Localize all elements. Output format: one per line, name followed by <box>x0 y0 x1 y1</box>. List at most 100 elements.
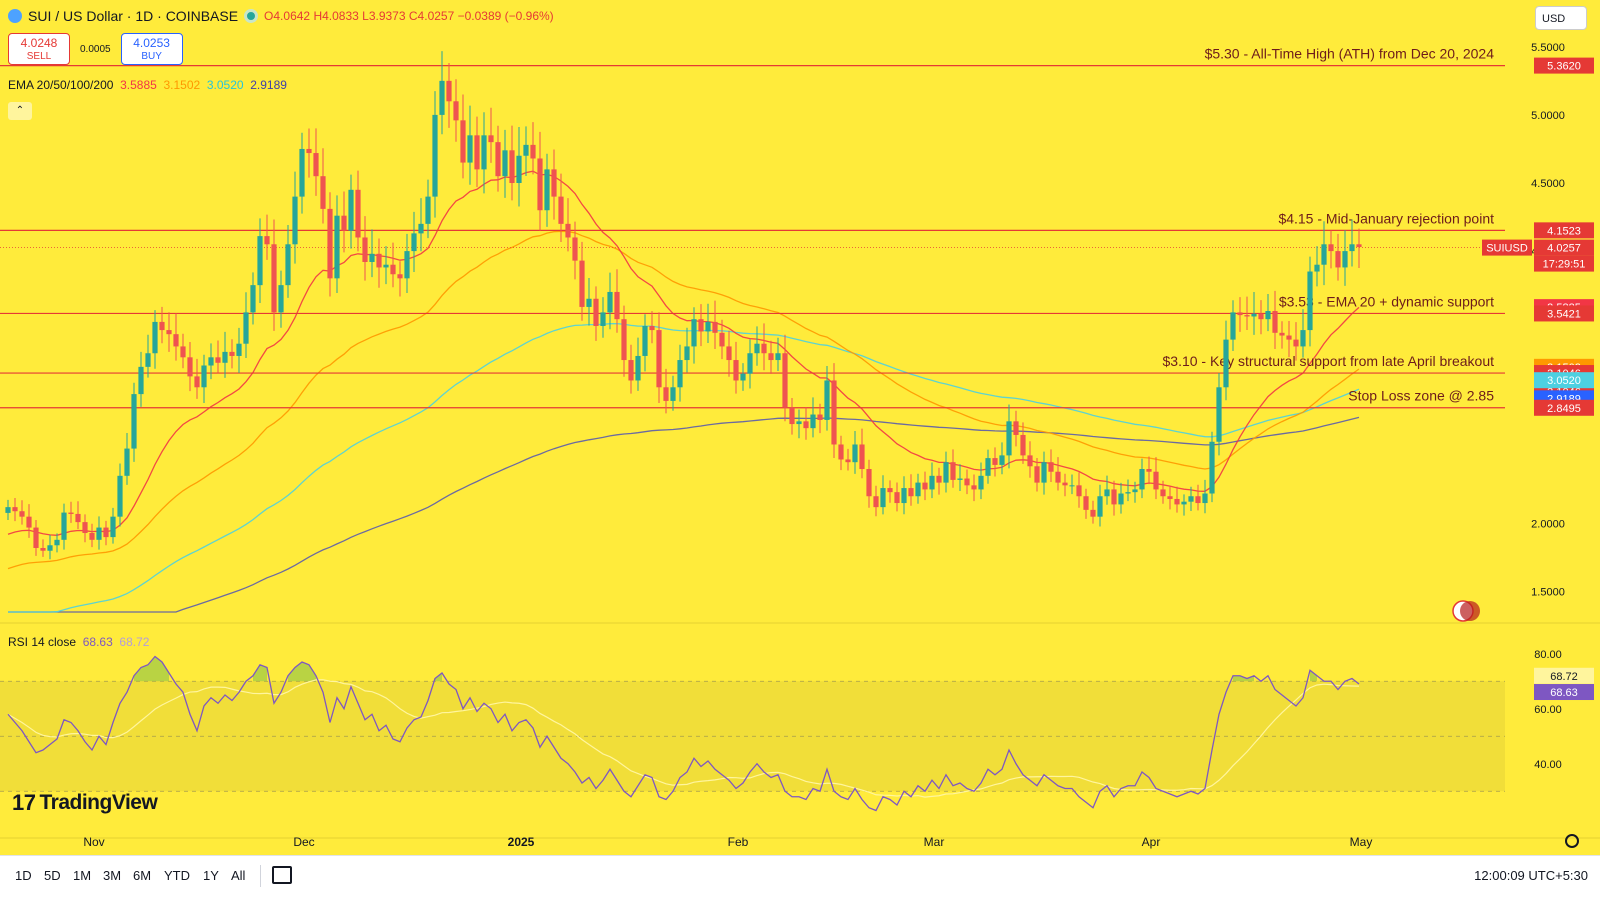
candle-body <box>1181 501 1187 505</box>
clock[interactable]: 12:00:09 UTC+5:30 <box>1474 868 1588 883</box>
candle-body <box>1237 312 1243 316</box>
price-tag <box>1534 57 1594 74</box>
candle-body <box>390 264 396 275</box>
candle-body <box>1258 313 1264 320</box>
ohlc-high: H4.0833 <box>313 9 359 23</box>
timeframe-5d[interactable]: 5D <box>44 868 61 883</box>
price-tag-text: 3.5421 <box>1547 308 1581 320</box>
candle-body <box>5 507 11 513</box>
candle-body <box>320 176 326 209</box>
buy-button[interactable]: 4.0253 BUY <box>120 33 183 65</box>
time-axis-label: 2025 <box>508 835 535 849</box>
rsi-legend[interactable]: RSI 14 close 68.63 68.72 <box>8 635 149 649</box>
candle-body <box>313 153 319 177</box>
candle-body <box>439 80 445 115</box>
candle-body <box>803 421 809 429</box>
candle-body <box>334 215 340 279</box>
chart-header: SUI / US Dollar · 1D · COINBASE O4.0642 … <box>8 8 554 24</box>
candle-body <box>446 80 452 102</box>
candle-body <box>292 196 298 245</box>
chart-area[interactable]: $5.30 - All-Time High (ATH) from Dec 20,… <box>0 0 1600 855</box>
candle-body <box>131 394 137 449</box>
symbol-title[interactable]: SUI / US Dollar · 1D · COINBASE <box>28 8 239 24</box>
ema50-value: 3.1502 <box>163 78 201 92</box>
candle-body <box>502 150 508 177</box>
rsi-ma-tag-text: 68.72 <box>1550 671 1578 683</box>
sell-button[interactable]: 4.0248 SELL <box>8 33 70 65</box>
collapse-legend-button[interactable]: ⌃ <box>8 102 32 120</box>
candle-body <box>551 169 557 197</box>
price-chart[interactable]: $5.30 - All-Time High (ATH) from Dec 20,… <box>0 0 1600 855</box>
candle-body <box>628 360 634 381</box>
candle-body <box>530 144 536 159</box>
rsi-line <box>7 655 1360 812</box>
level-label: Stop Loss zone @ 2.85 <box>1348 388 1494 404</box>
candle-body <box>117 475 123 517</box>
ema100-value: 3.0520 <box>206 78 244 92</box>
candle-body <box>229 351 235 356</box>
candle-body <box>950 462 956 480</box>
candle-body <box>1104 489 1110 497</box>
candle-body <box>460 120 466 163</box>
ohlc-close: C4.0257 <box>408 9 455 23</box>
rsi-ma-value: 68.72 <box>119 635 150 649</box>
candle-body <box>180 346 186 358</box>
timeframe-1d[interactable]: 1D <box>15 868 32 883</box>
candle-body <box>348 189 354 231</box>
candle-body <box>1076 485 1082 497</box>
candle-body <box>705 321 711 332</box>
candle-body <box>369 253 375 262</box>
candle-body <box>509 150 515 183</box>
candle-body <box>593 298 599 326</box>
rsi-ma-line <box>7 679 1360 798</box>
candle-body <box>782 353 788 408</box>
candle-body <box>495 142 501 177</box>
time-axis-label: Apr <box>1142 835 1161 849</box>
candle-body <box>404 251 410 279</box>
settings-gear-icon[interactable] <box>1565 834 1579 848</box>
ema-legend-label: EMA 20/50/100/200 <box>8 78 114 92</box>
candle-body <box>1335 251 1341 268</box>
candle-body <box>747 353 753 374</box>
candle-body <box>75 513 81 523</box>
candle-body <box>341 215 347 231</box>
candle-body <box>159 321 165 331</box>
candle-body <box>432 114 438 197</box>
currency-select[interactable]: USD <box>1535 6 1587 30</box>
sell-label: SELL <box>26 51 52 62</box>
price-tag-text: 4.1523 <box>1547 225 1581 237</box>
timeframe-all[interactable]: All <box>231 868 246 883</box>
tradingview-logo[interactable]: 17 TradingView <box>12 790 158 816</box>
candle-body <box>614 291 620 320</box>
candle-body <box>152 321 158 354</box>
candle-body <box>411 233 417 252</box>
timeframe-3m[interactable]: 3M <box>103 868 122 883</box>
toolbar-divider <box>260 865 261 887</box>
rsi-tick: 60.00 <box>1534 704 1562 716</box>
timeframe-1y[interactable]: 1Y <box>203 868 219 883</box>
candle-body <box>1062 482 1068 486</box>
ema-legend[interactable]: EMA 20/50/100/200 3.5885 3.1502 3.0520 2… <box>8 78 287 92</box>
calendar-icon[interactable] <box>272 866 292 884</box>
time-axis-label: Nov <box>83 835 104 849</box>
candle-body <box>12 507 18 512</box>
candle-body <box>726 346 732 361</box>
candle-body <box>474 135 480 170</box>
candle-body <box>376 253 382 268</box>
timeframe-ytd[interactable]: YTD <box>164 868 190 883</box>
candle-body <box>173 334 179 347</box>
level-label: $3.53 - EMA 20 + dynamic support <box>1279 293 1494 309</box>
timeframe-1m[interactable]: 1M <box>73 868 92 883</box>
candle-body <box>236 343 242 356</box>
candle-body <box>306 148 312 154</box>
candle-body <box>621 319 627 361</box>
candle-body <box>1118 493 1124 505</box>
candle-body <box>1279 332 1285 336</box>
candle-body <box>971 485 977 490</box>
rsi-value: 68.63 <box>82 635 113 649</box>
price-tag <box>1534 305 1594 322</box>
candle-body <box>1013 421 1019 435</box>
price-tick: 4.5000 <box>1531 178 1565 190</box>
timeframe-6m[interactable]: 6M <box>133 868 152 883</box>
candle-body <box>663 387 669 401</box>
